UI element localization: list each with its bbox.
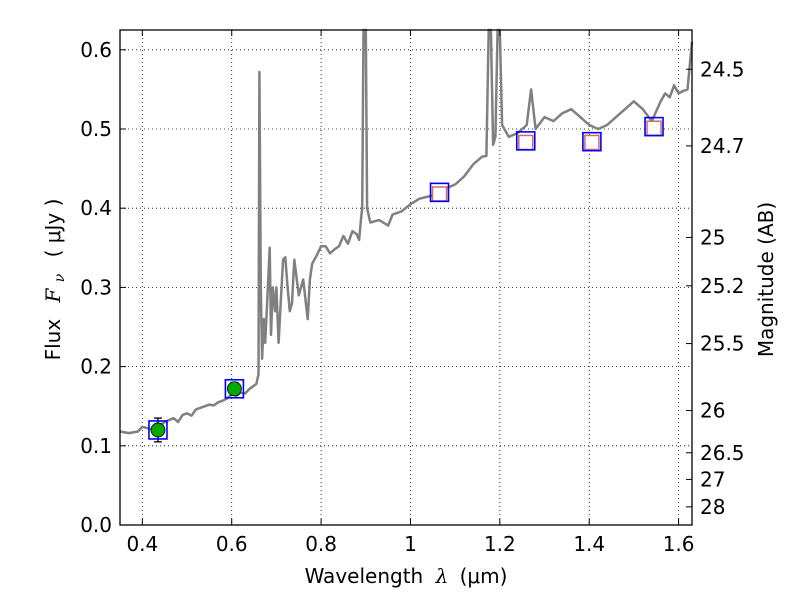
observed-point: [646, 120, 662, 136]
y-axis-unit: ( μJy ): [41, 199, 65, 258]
y-tick-label: 0.0: [80, 513, 112, 537]
y-axis-label: Flux F ν ( μJy ): [41, 199, 69, 361]
markers-layer: [148, 116, 664, 443]
plot-frame: [119, 29, 693, 526]
x-tick-label: 0.8: [305, 532, 337, 556]
y2-tick-label: 24.7: [700, 134, 745, 158]
x-tick-label: 1.6: [663, 532, 695, 556]
y-tick-label: 0.3: [80, 275, 112, 299]
x-tick-label: 0.6: [216, 532, 248, 556]
model-photometry-point: [148, 420, 168, 440]
x-axis-label: Wavelength λ (μm): [305, 564, 508, 588]
y-tick-label: 0.4: [80, 196, 112, 220]
observed-point: [518, 134, 534, 151]
y2-axis-label: Magnitude (AB): [754, 202, 778, 357]
observed-point: [431, 186, 448, 202]
x-axis-unit: (μm): [460, 564, 508, 588]
model-photometry-point: [515, 131, 536, 151]
y2-tick-label: 27: [700, 467, 725, 491]
y2-tick-label: 25.5: [700, 332, 745, 356]
x-tick-label: 1.2: [484, 532, 516, 556]
x-axis-symbol: λ: [435, 564, 449, 588]
y-axis-label-text: Flux: [41, 319, 65, 361]
y-tick-label: 0.1: [80, 434, 112, 458]
ticks-layer: 0.4 0.6 0.8 1 1.2 1.4 1.6 0.0 0.1 0.2 0.3 0.4 0.5 0.6…: [80, 30, 745, 556]
model-photometry-point: [644, 116, 664, 137]
detection-point: [226, 381, 242, 397]
x-tick-label: 0.4: [126, 532, 158, 556]
model-photometry-point: [582, 131, 602, 152]
y2-tick-label: 25: [700, 225, 725, 249]
detection-point: [150, 422, 166, 438]
y-tick-label: 0.6: [80, 38, 112, 62]
y-tick-label: 0.5: [80, 117, 112, 141]
x-tick-label: 1: [404, 532, 417, 556]
y2-tick-label: 26.5: [700, 441, 745, 465]
y2-tick-label: 24.5: [700, 57, 745, 81]
x-tick-label: 1.4: [573, 532, 605, 556]
y-tick-label: 0.2: [80, 355, 112, 379]
y-axis-symbol: F: [41, 287, 65, 303]
model-photometry-point: [224, 378, 245, 399]
spectrum-layer: [119, 28, 694, 435]
y2-tick-label: 26: [700, 399, 725, 423]
y2-tick-label: 25.2: [700, 274, 745, 298]
model-photometry-point: [429, 182, 450, 203]
spectrum-line: [119, 28, 694, 435]
grid: [120, 30, 692, 526]
y-axis-subscript: ν: [52, 273, 68, 282]
observed-point: [584, 134, 600, 151]
x-axis-label-text: Wavelength: [305, 564, 424, 588]
y2-tick-label: 28: [700, 495, 725, 519]
